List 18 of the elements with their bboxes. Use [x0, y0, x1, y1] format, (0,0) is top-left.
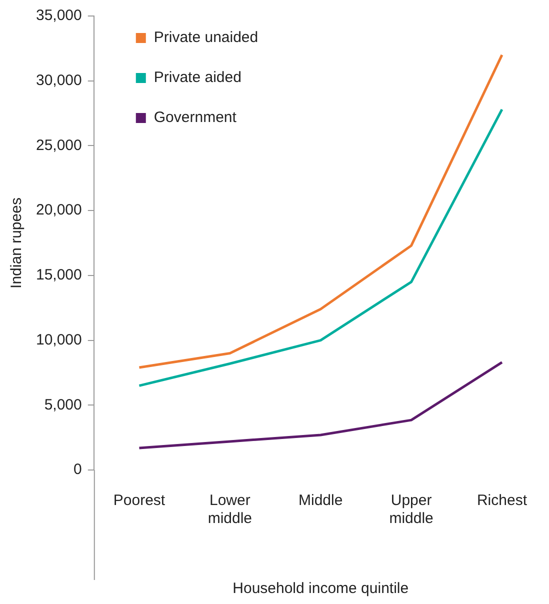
x-tick-label: Upper middle — [389, 492, 434, 528]
x-tick-label: Middle — [298, 492, 343, 510]
y-tick-label: 0 — [74, 461, 82, 478]
legend-label: Government — [154, 109, 238, 126]
y-tick-label: 20,000 — [36, 202, 82, 219]
y-tick-label: 35,000 — [36, 7, 82, 24]
x-tick-label: Richest — [476, 492, 528, 510]
x-tick-label: Poorest — [113, 492, 166, 510]
y-axis-title: Indian rupees — [8, 198, 26, 288]
legend-label: Private aided — [154, 69, 242, 86]
x-tick-label: Lower middle — [208, 492, 252, 528]
legend-label: Private unaided — [154, 29, 258, 46]
y-tick-label: 5,000 — [44, 396, 82, 414]
y-tick-label: 15,000 — [36, 266, 82, 284]
y-tick-label: 10,000 — [36, 331, 82, 348]
y-tick-label: 25,000 — [36, 136, 82, 154]
x-axis-title: Household income quintile — [232, 580, 409, 598]
y-tick-label: 30,000 — [36, 72, 82, 89]
